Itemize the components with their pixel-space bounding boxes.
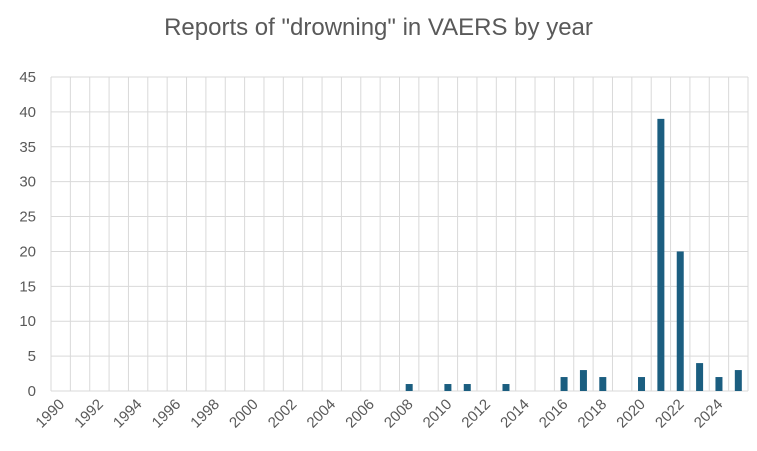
y-tick-label: 40 <box>19 104 36 121</box>
bar-2021 <box>657 118 665 391</box>
bar-2008 <box>405 384 413 391</box>
y-tick-label: 45 <box>19 69 36 86</box>
bar-layer <box>405 118 742 391</box>
x-tick-label: 1992 <box>71 396 107 432</box>
y-tick-label: 20 <box>19 243 36 260</box>
grid-layer <box>50 76 749 392</box>
x-tick-label: 2016 <box>536 396 572 432</box>
x-tick-label: 2012 <box>458 396 494 432</box>
y-tick-label: 30 <box>19 174 36 191</box>
chart-title: Reports of "drowning" in VAERS by year <box>164 14 593 41</box>
bar-2022 <box>676 251 684 391</box>
x-tick-label: 2024 <box>691 396 727 432</box>
bar-2025 <box>734 370 742 391</box>
x-tick-label: 2020 <box>613 396 649 432</box>
y-axis-ticks: 0 5 10 15 20 25 30 35 40 45 <box>19 69 36 400</box>
bar-2013 <box>502 384 510 391</box>
bar-2010 <box>444 384 452 391</box>
y-tick-label: 0 <box>28 383 36 400</box>
y-tick-label: 5 <box>28 348 36 365</box>
x-tick-label: 1994 <box>110 396 146 432</box>
x-tick-label: 2014 <box>497 396 533 432</box>
y-tick-label: 35 <box>19 139 36 156</box>
bar-2020 <box>638 377 646 391</box>
x-tick-label: 2018 <box>575 396 611 432</box>
x-tick-label: 2004 <box>304 396 340 432</box>
x-tick-label: 1990 <box>32 396 68 432</box>
x-tick-label: 2006 <box>342 396 378 432</box>
x-tick-label: 1996 <box>149 396 185 432</box>
bar-2017 <box>579 370 587 391</box>
x-tick-label: 2010 <box>420 396 456 432</box>
bar-2024 <box>715 377 723 391</box>
y-tick-label: 25 <box>19 209 36 226</box>
bar-2018 <box>599 377 607 391</box>
x-tick-label: 1998 <box>187 396 223 432</box>
x-tick-label: 2008 <box>381 396 417 432</box>
bar-2023 <box>696 363 704 391</box>
x-tick-label: 2002 <box>265 396 301 432</box>
y-tick-label: 15 <box>19 278 36 295</box>
x-axis-ticks: 1990 1992 1994 1996 1998 2000 2002 2004 2006 2008… <box>32 396 726 432</box>
x-tick-label: 2000 <box>226 396 262 432</box>
x-tick-label: 2022 <box>652 396 688 432</box>
y-tick-label: 10 <box>19 313 36 330</box>
bar-2011 <box>463 384 471 391</box>
bar-2016 <box>560 377 568 391</box>
